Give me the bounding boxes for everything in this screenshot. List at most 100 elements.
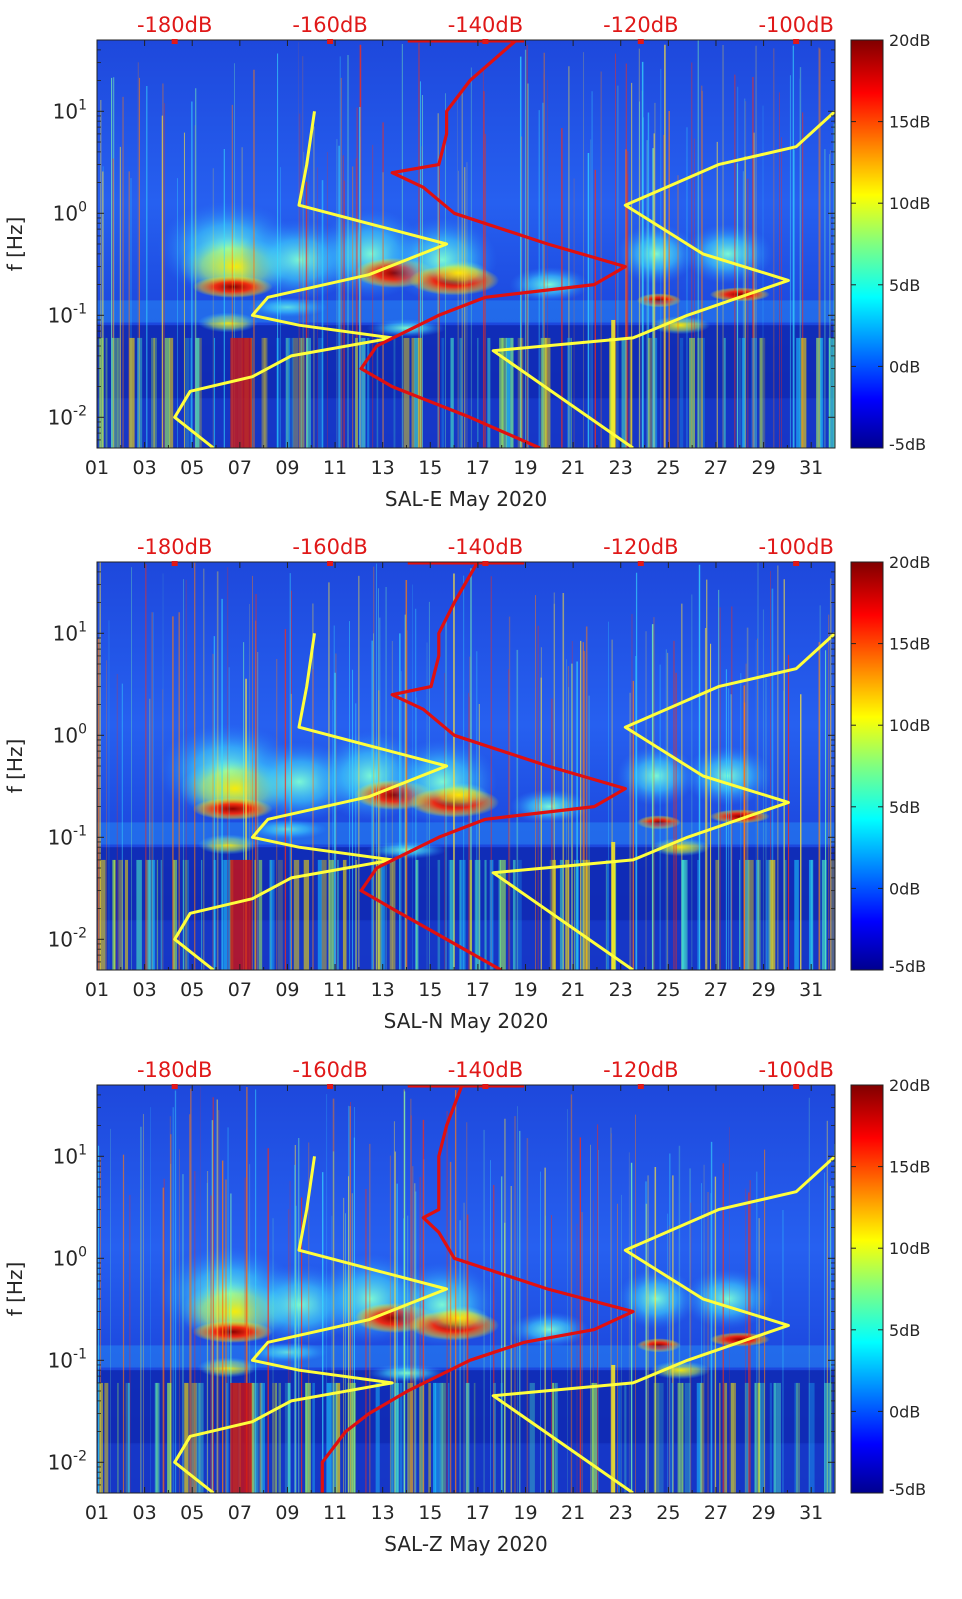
y-tick-label: 10-2 (48, 1448, 87, 1474)
x-tick-label: 11 (323, 979, 347, 1001)
x-tick-label: 01 (85, 457, 109, 479)
x-tick-label: 01 (85, 979, 109, 1001)
top-db-tick-label: -140dB (448, 535, 523, 559)
spectrogram-image (97, 1085, 835, 1493)
x-tick-label: 25 (656, 979, 680, 1001)
top-db-tick-mark (171, 561, 178, 566)
x-tick-label: 09 (275, 1502, 299, 1524)
top-db-tick-label: -180dB (137, 1058, 212, 1082)
top-db-tick-label: -120dB (603, 1058, 678, 1082)
y-tick-label: 100 (53, 199, 87, 225)
y-tick-label: 101 (53, 97, 87, 123)
top-db-tick-mark (482, 561, 489, 566)
y-tick-label: 100 (53, 1244, 87, 1270)
y-tick-label: 10-1 (48, 1346, 87, 1372)
x-tick-label: 31 (799, 457, 823, 479)
y-axis-label: f [Hz] (3, 1262, 27, 1317)
x-tick-label: 17 (466, 979, 490, 1001)
median-psd-curve (359, 40, 627, 448)
x-tick-label: 23 (609, 457, 633, 479)
x-axis-label: SAL-E May 2020 (385, 487, 547, 511)
x-tick-label: 21 (561, 457, 585, 479)
x-tick-label: 29 (751, 457, 775, 479)
y-tick-label: 101 (53, 619, 87, 645)
x-tick-label: 29 (751, 1502, 775, 1524)
high-noise-model-curve (491, 1155, 835, 1493)
top-db-tick-label: -140dB (448, 13, 523, 37)
y-tick-label: 10-1 (48, 823, 87, 849)
colorbar-tick-label: 20dB (889, 553, 931, 572)
y-axis-label: f [Hz] (3, 217, 27, 272)
spectrogram-panel: 01 03 05 07 09 11 13 15 17 19 21 23 25 27 29 31 10-2 10-1… (3, 1058, 931, 1556)
colorbar-tick-label: 15dB (889, 113, 931, 132)
colorbar-tick-label: 10dB (889, 1239, 931, 1258)
top-db-tick-mark (637, 1084, 644, 1089)
low-noise-model-curve (173, 633, 449, 970)
colorbar (850, 561, 884, 971)
spectrogram-image (97, 562, 835, 970)
top-db-tick-label: -100dB (758, 535, 833, 559)
top-db-tick-mark (327, 39, 334, 44)
top-db-tick-mark (793, 39, 800, 44)
x-tick-label: 31 (799, 1502, 823, 1524)
colorbar-tick-label: 0dB (889, 879, 920, 898)
x-tick-label: 21 (561, 1502, 585, 1524)
x-tick-label: 07 (228, 1502, 252, 1524)
x-tick-label: 15 (418, 979, 442, 1001)
x-tick-label: 19 (513, 979, 537, 1001)
x-tick-label: 01 (85, 1502, 109, 1524)
median-psd-curve (359, 562, 627, 970)
top-db-tick-mark (171, 1084, 178, 1089)
high-noise-model-curve (491, 110, 835, 448)
colorbar-tick-label: 0dB (889, 357, 920, 376)
x-tick-label: 17 (466, 1502, 490, 1524)
colorbar-tick-label: 5dB (889, 276, 920, 295)
top-db-tick-mark (171, 39, 178, 44)
x-tick-label: 09 (275, 457, 299, 479)
spectrogram-panel: 01 03 05 07 09 11 13 15 17 19 21 23 25 27 29 31 10-2 10-1… (3, 13, 931, 511)
top-db-tick-label: -160dB (292, 13, 367, 37)
top-db-tick-label: -160dB (292, 535, 367, 559)
x-tick-label: 25 (656, 1502, 680, 1524)
high-noise-model-curve (491, 632, 835, 970)
x-axis-label: SAL-N May 2020 (384, 1009, 549, 1033)
colorbar-tick-label: 10dB (889, 194, 931, 213)
colorbar (850, 39, 884, 449)
colorbar (850, 1084, 884, 1494)
y-tick-label: 10-2 (48, 925, 87, 951)
x-tick-label: 17 (466, 457, 490, 479)
top-db-tick-mark (482, 39, 489, 44)
x-tick-label: 29 (751, 979, 775, 1001)
x-tick-label: 11 (323, 457, 347, 479)
colorbar-tick-label: 5dB (889, 1321, 920, 1340)
x-tick-label: 03 (133, 979, 157, 1001)
top-db-tick-mark (793, 1084, 800, 1089)
colorbar-tick-label: -5dB (889, 957, 926, 976)
x-tick-label: 31 (799, 979, 823, 1001)
x-tick-label: 13 (371, 1502, 395, 1524)
x-tick-label: 23 (609, 979, 633, 1001)
colorbar-tick-label: -5dB (889, 1480, 926, 1499)
x-tick-label: 03 (133, 1502, 157, 1524)
low-noise-model-curve (173, 1156, 449, 1493)
colorbar-tick-label: 0dB (889, 1402, 920, 1421)
x-tick-label: 27 (704, 1502, 728, 1524)
x-tick-label: 19 (513, 457, 537, 479)
colorbar-tick-label: 15dB (889, 1158, 931, 1177)
top-db-tick-mark (637, 561, 644, 566)
top-db-tick-mark (327, 561, 334, 566)
colorbar-tick-label: 20dB (889, 31, 931, 50)
low-noise-model-curve (173, 111, 449, 448)
x-tick-label: 05 (180, 1502, 204, 1524)
top-db-tick-mark (482, 1084, 489, 1089)
top-db-tick-label: -120dB (603, 13, 678, 37)
top-db-tick-label: -100dB (758, 13, 833, 37)
x-tick-label: 11 (323, 1502, 347, 1524)
x-tick-label: 15 (418, 457, 442, 479)
x-axis-label: SAL-Z May 2020 (384, 1532, 547, 1556)
spectrogram-panel: 01 03 05 07 09 11 13 15 17 19 21 23 25 27 29 31 10-2 10-1… (3, 535, 931, 1033)
x-tick-label: 03 (133, 457, 157, 479)
y-tick-label: 10-1 (48, 301, 87, 327)
top-db-tick-label: -180dB (137, 13, 212, 37)
